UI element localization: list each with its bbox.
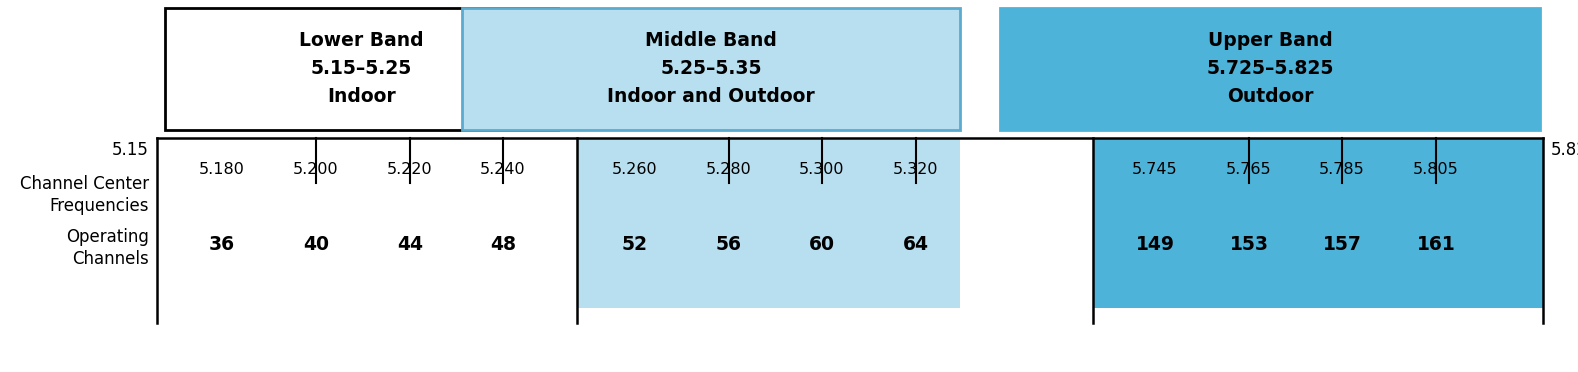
Bar xyxy=(578,138,959,308)
Bar xyxy=(1000,8,1540,130)
Text: 5.200: 5.200 xyxy=(294,163,339,177)
Text: 5.320: 5.320 xyxy=(893,163,939,177)
Text: 60: 60 xyxy=(810,235,835,254)
Text: 5.765: 5.765 xyxy=(1226,163,1272,177)
Text: 5.220: 5.220 xyxy=(387,163,432,177)
Text: 52: 52 xyxy=(622,235,649,254)
Bar xyxy=(1094,138,1543,308)
Text: 40: 40 xyxy=(303,235,328,254)
Text: 5.240: 5.240 xyxy=(480,163,525,177)
Text: 5.260: 5.260 xyxy=(612,163,658,177)
Text: 5.785: 5.785 xyxy=(1319,163,1365,177)
Text: Middle Band
5.25–5.35
Indoor and Outdoor: Middle Band 5.25–5.35 Indoor and Outdoor xyxy=(608,32,814,106)
Text: 149: 149 xyxy=(1136,235,1174,254)
Text: 5.805: 5.805 xyxy=(1414,163,1460,177)
Text: 5.825: 5.825 xyxy=(1551,141,1578,159)
Text: 157: 157 xyxy=(1322,235,1362,254)
Text: 5.180: 5.180 xyxy=(199,163,245,177)
Text: 48: 48 xyxy=(491,235,516,254)
Text: 161: 161 xyxy=(1417,235,1455,254)
Text: Upper Band
5.725–5.825
Outdoor: Upper Band 5.725–5.825 Outdoor xyxy=(1206,32,1333,106)
Text: 5.280: 5.280 xyxy=(705,163,751,177)
Bar xyxy=(166,8,559,130)
Text: 5.745: 5.745 xyxy=(1131,163,1177,177)
Text: 153: 153 xyxy=(1229,235,1269,254)
Text: 36: 36 xyxy=(208,235,235,254)
Text: 56: 56 xyxy=(716,235,742,254)
Text: 64: 64 xyxy=(903,235,929,254)
Text: Lower Band
5.15–5.25
Indoor: Lower Band 5.15–5.25 Indoor xyxy=(300,32,424,106)
Bar xyxy=(462,8,959,130)
Text: Channel Center
Frequencies: Channel Center Frequencies xyxy=(21,175,148,215)
Text: Operating
Channels: Operating Channels xyxy=(66,228,148,268)
Text: 5.15: 5.15 xyxy=(112,141,148,159)
Text: 5.300: 5.300 xyxy=(798,163,844,177)
Text: 44: 44 xyxy=(398,235,423,254)
